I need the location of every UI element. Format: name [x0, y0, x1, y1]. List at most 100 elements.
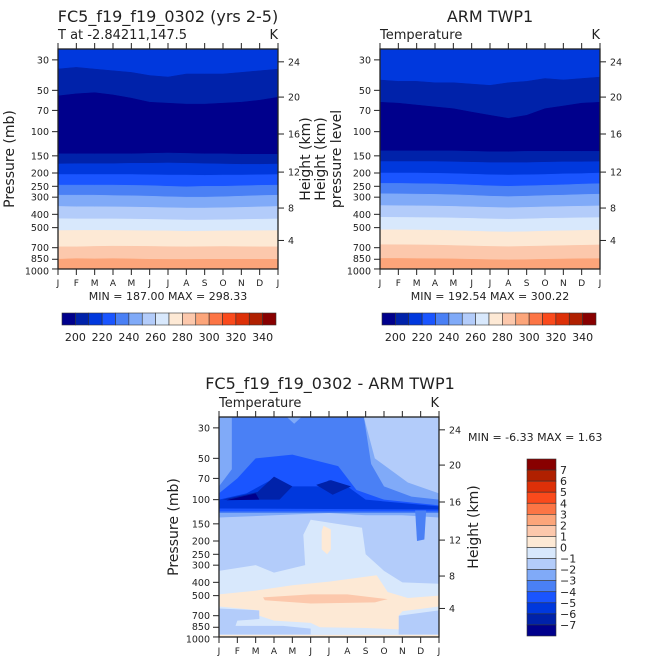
colorbar-label: 220	[412, 331, 433, 344]
height-tick-label: 12	[610, 168, 622, 179]
colorbar-swatch	[582, 312, 597, 326]
x-tick-label: J	[166, 279, 170, 289]
contour-region	[398, 610, 439, 635]
height-tick-label: 12	[449, 536, 461, 547]
y-axis-label: Pressure (mb)	[2, 110, 18, 208]
colorbar-swatch	[408, 312, 423, 326]
colorbar-label: 340	[252, 331, 273, 344]
colorbar: 200 220 240 260 280 300 320 340	[381, 312, 597, 344]
height-tick-label: 20	[610, 93, 622, 104]
y-tick-label: 50	[359, 86, 371, 97]
colorbar-swatch	[262, 312, 277, 326]
contour-band	[380, 258, 600, 269]
y-tick-label: 70	[359, 106, 371, 117]
x-tick-label: A	[505, 279, 512, 289]
height-tick-label: 4	[288, 236, 294, 247]
height-tick-label: 16	[288, 130, 300, 141]
y-tick-label: 30	[37, 55, 49, 66]
height-tick-label: 20	[288, 93, 300, 104]
x-tick-label: A	[432, 279, 439, 289]
colorbar-label: −1	[560, 553, 576, 566]
colorbar-swatch	[526, 458, 557, 471]
colorbar-swatch	[168, 312, 183, 326]
x-tick-label: O	[219, 279, 226, 289]
x-tick-label: S	[202, 279, 208, 289]
x-tick-label: D	[256, 279, 263, 289]
y-tick-label: 500	[192, 591, 210, 602]
colorbar-swatch	[141, 312, 156, 326]
y-tick-label: 1000	[347, 266, 371, 277]
height-tick-label: 4	[610, 236, 616, 247]
x-tick-label: J	[308, 647, 312, 657]
y-tick-label: 700	[353, 243, 371, 254]
colorbar-label: 2	[560, 519, 567, 532]
x-tick-label: S	[363, 647, 369, 657]
x-tick-label: J	[56, 279, 60, 289]
x-tick-label: A	[271, 647, 278, 657]
min-max-stats: MIN = 192.54 MAX = 300.22	[411, 290, 569, 303]
y-tick-label: 400	[192, 578, 210, 589]
y-axis-label-secondary: pressure level	[329, 110, 345, 208]
colorbar-label: −2	[560, 564, 576, 577]
colorbar-swatch	[526, 491, 557, 504]
contour-region	[226, 493, 260, 501]
colorbar-label: 300	[199, 331, 220, 344]
colorbar-swatch	[515, 312, 530, 326]
colorbar-label: −4	[560, 586, 576, 599]
colorbar-label: 320	[545, 331, 566, 344]
colorbar-label: −6	[560, 608, 576, 621]
x-tick-label: D	[578, 279, 585, 289]
left-subtitle: T at -2.84211,147.5	[57, 28, 187, 43]
x-tick-label: J	[147, 279, 151, 289]
colorbar-swatch	[248, 312, 263, 326]
height-tick-label: 4	[449, 604, 455, 615]
x-tick-label: J	[469, 279, 473, 289]
colorbar-swatch	[526, 469, 557, 482]
y-tick-label: 100	[192, 495, 210, 506]
colorbar-swatch	[75, 312, 90, 326]
y-tick-label: 30	[198, 423, 210, 434]
contour-fills	[380, 49, 600, 269]
x-tick-label: J	[378, 279, 382, 289]
colorbar-swatch	[448, 312, 463, 326]
colorbar-label: 200	[385, 331, 406, 344]
x-tick-label: O	[380, 647, 387, 657]
x-tick-label: O	[541, 279, 548, 289]
colorbar-swatch	[526, 569, 557, 581]
contour-region	[415, 510, 427, 541]
y-tick-label: 850	[353, 254, 371, 265]
y-tick-label: 500	[31, 223, 49, 234]
y-tick-label: 150	[353, 151, 371, 162]
colorbar-swatch	[488, 312, 503, 326]
units-label: K	[269, 28, 278, 43]
y-tick-label: 100	[31, 127, 49, 138]
colorbar-label: 260	[465, 331, 486, 344]
contour-plot-3: FC5_f19_f19_0302 - ARM TWP1 Temperature K J…	[166, 374, 602, 657]
x-tick-label: N	[560, 279, 567, 289]
x-tick-label: M	[252, 647, 260, 657]
x-tick-label: J	[437, 647, 441, 657]
y-tick-label: 500	[353, 223, 371, 234]
height-axis-label: Height (km)	[466, 485, 482, 568]
colorbar-swatch	[526, 580, 557, 593]
colorbar-label: 280	[172, 331, 193, 344]
colorbar-label: 280	[492, 331, 513, 344]
colorbar-swatch	[61, 312, 76, 326]
y-tick-label: 200	[353, 168, 371, 179]
height-tick-label: 16	[610, 130, 622, 141]
contour-region	[316, 480, 351, 495]
contour-region	[219, 608, 311, 635]
colorbar-swatch	[568, 312, 583, 326]
x-tick-label: F	[235, 647, 240, 657]
colorbar-swatch	[526, 547, 557, 559]
colorbar-swatch	[101, 312, 116, 326]
height-tick-label: 12	[288, 168, 300, 179]
plot-title: ARM TWP1	[447, 7, 533, 26]
contour-region	[263, 594, 388, 604]
min-max-stats: MIN = -6.33 MAX = 1.63	[468, 431, 602, 444]
y-tick-label: 850	[192, 622, 210, 633]
colorbar-swatch	[475, 312, 490, 326]
colorbar-swatch	[526, 536, 557, 548]
left-subtitle: Temperature	[379, 28, 462, 43]
